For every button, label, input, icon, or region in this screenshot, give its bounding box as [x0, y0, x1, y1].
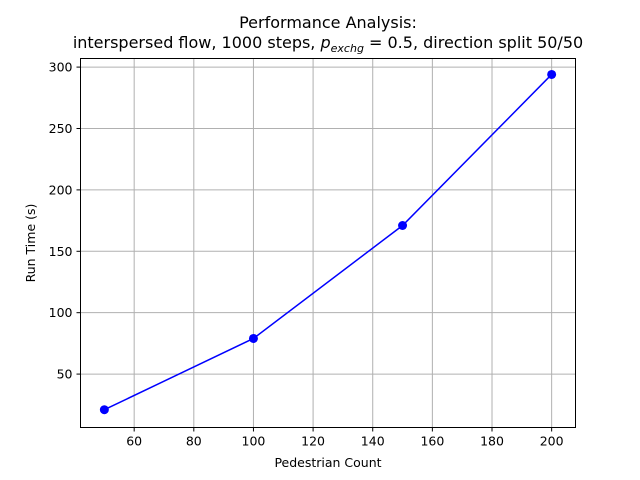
y-axis-label: Run Time (s) [23, 204, 38, 283]
data-point [99, 405, 109, 415]
title-line2-subscript: exchg [331, 42, 364, 55]
x-tick-label: 100 [242, 434, 266, 449]
y-tick-label: 50 [57, 367, 73, 382]
x-tick-label: 80 [186, 434, 202, 449]
y-tick-label: 100 [49, 305, 73, 320]
series [99, 69, 557, 415]
data-point [398, 221, 408, 231]
chart-title-line2: interspersed flow, 1000 steps, pexchg = … [73, 33, 583, 55]
y-tick-label: 200 [49, 182, 73, 197]
chart-title-line1: Performance Analysis: [239, 13, 417, 32]
grid [80, 58, 576, 428]
data-point [547, 69, 557, 79]
y-tick-label: 300 [49, 60, 73, 75]
x-tick-label: 120 [301, 434, 325, 449]
title-line2-suffix: = 0.5, direction split 50/50 [364, 33, 583, 52]
series-line [104, 73, 553, 411]
y-tick-label: 150 [49, 244, 73, 259]
x-tick-label: 140 [361, 434, 385, 449]
x-tick-label: 200 [540, 434, 564, 449]
plot-frame [80, 58, 576, 428]
chart-title: Performance Analysis: interspersed flow,… [73, 13, 583, 55]
data-point [248, 333, 258, 343]
x-tick-label: 160 [420, 434, 444, 449]
x-axis-label: Pedestrian Count [274, 455, 381, 470]
x-tick-label: 60 [126, 434, 142, 449]
x-tick-label: 180 [480, 434, 504, 449]
title-line2-prefix: interspersed flow, 1000 steps, [73, 33, 321, 52]
y-tick-label: 250 [49, 121, 73, 136]
axes: 60 80 100 120 140 160 180 200 50 100 150 200 250 300 [49, 60, 564, 449]
title-line2-variable: p [319, 33, 330, 52]
